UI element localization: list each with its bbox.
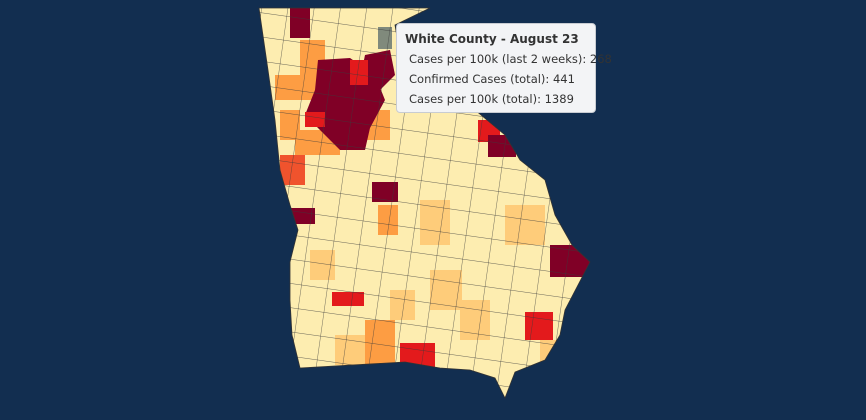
tooltip-title: White County - August 23	[405, 32, 579, 46]
tooltip-line: Cases per 100k (last 2 weeks): 268	[409, 52, 612, 66]
tooltip-line: Confirmed Cases (total): 441	[409, 72, 575, 86]
state-outline	[258, 7, 591, 399]
tooltip-line: Cases per 100k (total): 1389	[409, 92, 574, 106]
tooltip: White County - August 23 Cases per 100k …	[396, 23, 612, 113]
